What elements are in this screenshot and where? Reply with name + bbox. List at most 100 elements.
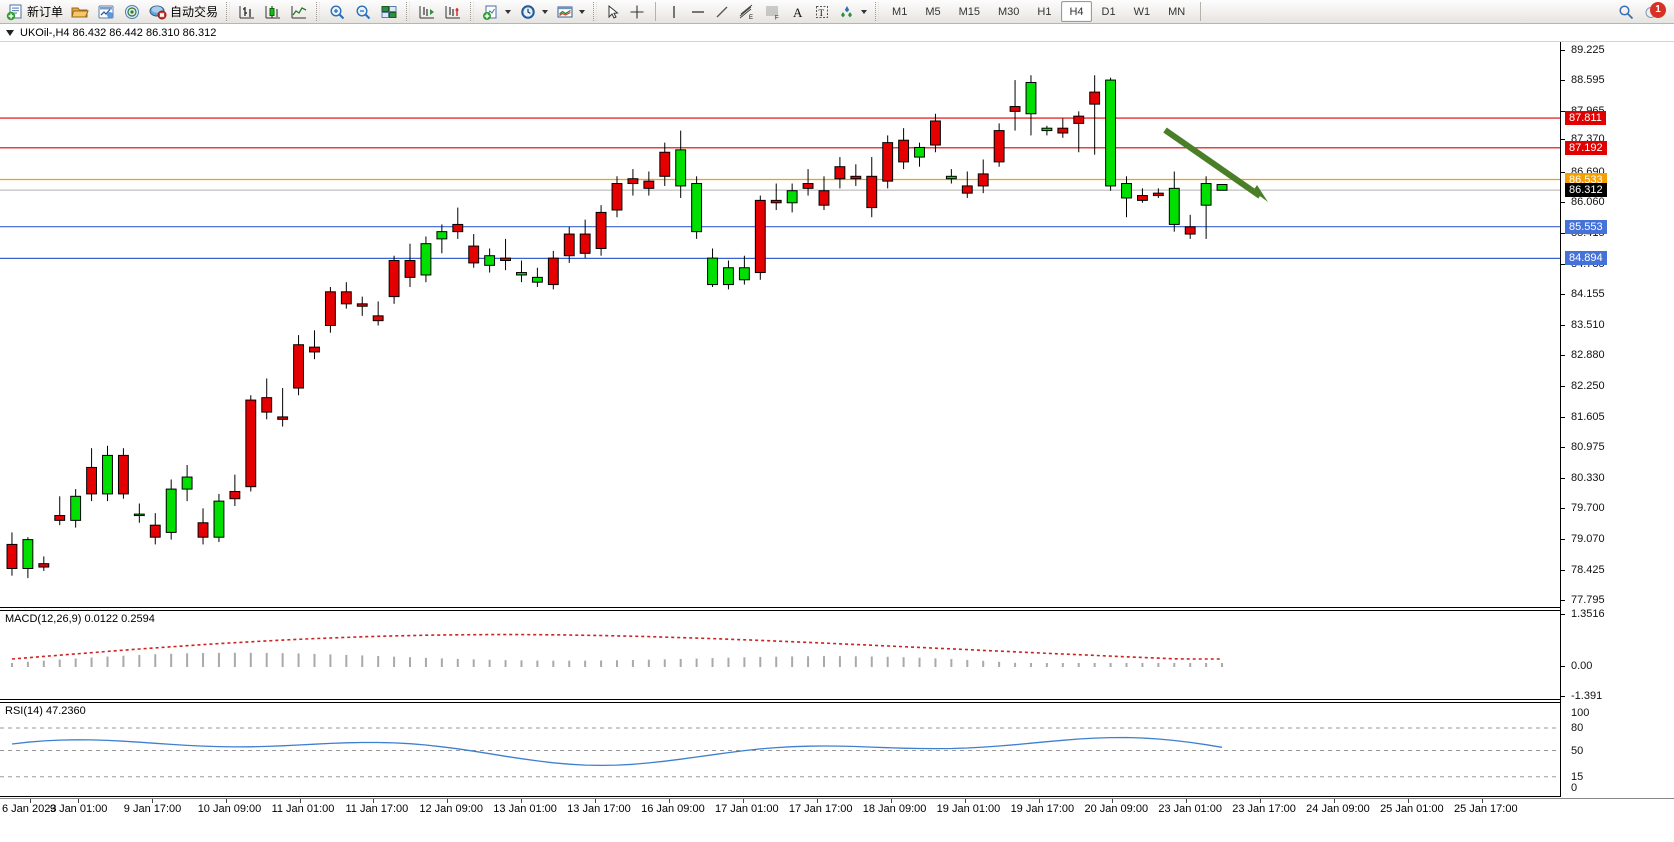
price-tick-mark <box>1561 80 1565 82</box>
text-tool[interactable]: A <box>787 1 809 23</box>
profiles-button[interactable] <box>68 1 92 23</box>
timeframe-m15[interactable]: M15 <box>958 5 980 18</box>
clock-icon <box>519 4 537 20</box>
price-tick-label-88_595: 88.595 <box>1571 74 1605 87</box>
price-chart-svg[interactable] <box>0 42 1560 608</box>
time-axis-label-14: 19 Jan 17:00 <box>1010 803 1075 815</box>
time-axis-tick <box>373 799 375 803</box>
macd-pane[interactable]: MACD(12,26,9) 0.0122 0.2594 <box>0 610 1560 700</box>
chart-menu-chevron-down-icon[interactable] <box>6 29 14 36</box>
timeframe-mn[interactable]: MN <box>1168 5 1186 18</box>
bar-chart-button[interactable] <box>235 1 259 23</box>
time-axis-tick <box>447 799 449 803</box>
time-axis-label-13: 19 Jan 01:00 <box>936 803 1001 815</box>
shapes-tool[interactable] <box>835 1 870 23</box>
crosshair-tool[interactable] <box>626 1 648 23</box>
macd-tick-label-2: -1.391 <box>1571 690 1603 702</box>
market-watch-button[interactable] <box>94 1 118 23</box>
timeframe-h1[interactable]: H1 <box>1037 5 1052 18</box>
macd-chart-svg <box>10 633 1224 667</box>
time-axis-label-20: 25 Jan 17:00 <box>1453 803 1518 815</box>
time-axis-tick <box>1112 799 1114 803</box>
auto-scroll-button[interactable] <box>415 1 439 23</box>
add-indicator-icon <box>482 4 500 20</box>
timeframe-d1[interactable]: D1 <box>1101 5 1116 18</box>
cursor-tool[interactable] <box>602 1 624 23</box>
timeframe-m30[interactable]: M30 <box>998 5 1020 18</box>
time-axis[interactable]: 6 Jan 2023 9 Jan 01:00 9 Jan 17:00 10 Jan 0… <box>0 798 1674 842</box>
add-indicator-button[interactable] <box>479 1 514 23</box>
macd-label: MACD(12,26,9) 0.0122 0.2594 <box>5 613 155 625</box>
search-button[interactable] <box>1614 1 1638 23</box>
auto-trading-button[interactable]: 自动交易 <box>146 1 221 23</box>
time-axis-label-0: 6 Jan 2023 <box>2 803 57 815</box>
price-tick-mark <box>1561 355 1565 357</box>
time-axis-tick <box>742 799 744 803</box>
vertical-line-icon <box>666 4 682 20</box>
price-tick-mark <box>1561 171 1565 173</box>
price-axis[interactable]: 89.22588.59587.96587.37086.69086.06085.4… <box>1560 42 1674 797</box>
resistance-label-87192[interactable]: 87.192 <box>1565 140 1607 155</box>
navigator-icon <box>123 4 141 20</box>
current-price-label[interactable]: 86.312 <box>1565 183 1607 198</box>
chevron-down-icon[interactable] <box>542 9 549 14</box>
resistance-label-87811[interactable]: 87.811 <box>1565 111 1606 126</box>
pivot-label-86533[interactable]: 86.533 <box>1565 172 1607 187</box>
navigator-button[interactable] <box>120 1 144 23</box>
macd-tick-mark <box>1561 614 1565 615</box>
chart-shift-icon <box>444 4 462 20</box>
zoom-in-button[interactable] <box>325 1 349 23</box>
line-chart-icon <box>290 4 308 20</box>
price-tick-label-79_700: 79.700 <box>1571 502 1605 515</box>
search-icon <box>1617 3 1635 21</box>
time-axis-tick <box>151 799 153 803</box>
templates-icon <box>556 4 574 20</box>
price-tick-label-84_155: 84.155 <box>1571 287 1605 300</box>
timeframe-m5[interactable]: M5 <box>925 5 941 18</box>
time-axis-tick <box>1186 799 1188 803</box>
candlestick-chart-button[interactable] <box>261 1 285 23</box>
support-label-84894[interactable]: 84.894 <box>1565 251 1607 266</box>
rsi-pane[interactable]: RSI(14) 47.2360 <box>0 702 1560 797</box>
time-axis-label-3: 10 Jan 09:00 <box>197 803 262 815</box>
trendline-icon <box>714 4 730 20</box>
support-label-85553[interactable]: 85.553 <box>1565 219 1607 234</box>
chart-symbol-info: UKOil-,H4 86.432 86.442 86.310 86.312 <box>20 26 217 39</box>
rsi-tick-label-100: 100 <box>1571 707 1590 719</box>
chart-shift-button[interactable] <box>441 1 465 23</box>
horizontal-line-tool[interactable] <box>687 1 709 23</box>
time-axis-label-2: 9 Jan 17:00 <box>123 803 182 815</box>
price-pane[interactable] <box>0 42 1560 608</box>
fibonacci-tool[interactable]: F <box>761 1 785 23</box>
line-chart-button[interactable] <box>287 1 311 23</box>
auto-scroll-icon <box>418 4 436 20</box>
timeframe-w1[interactable]: W1 <box>1133 5 1151 18</box>
text-label-tool[interactable]: T <box>811 1 833 23</box>
period-separators-button[interactable] <box>516 1 551 23</box>
price-tick-mark <box>1561 385 1565 387</box>
svg-text:A: A <box>793 5 803 20</box>
svg-text:F: F <box>775 15 779 20</box>
chart-area[interactable]: MACD(12,26,9) 0.0122 0.2594 RSI(14) 47.2… <box>0 42 1674 842</box>
timeframe-m1[interactable]: M1 <box>892 5 908 18</box>
new-order-button[interactable]: 新订单 <box>3 1 66 23</box>
notification-button[interactable]: 1 <box>1640 1 1666 23</box>
trendline-tool[interactable] <box>711 1 733 23</box>
time-axis-tick <box>521 799 523 803</box>
time-axis-label-6: 12 Jan 09:00 <box>419 803 483 815</box>
chevron-down-icon[interactable] <box>579 9 586 14</box>
templates-button[interactable] <box>553 1 588 23</box>
timeframe-h4[interactable]: H4 <box>1061 1 1092 22</box>
chevron-down-icon[interactable] <box>505 9 512 14</box>
vertical-line-tool[interactable] <box>663 1 685 23</box>
price-tick-mark <box>1561 325 1565 326</box>
tile-windows-button[interactable] <box>377 1 401 23</box>
chevron-down-icon[interactable] <box>861 9 868 14</box>
equidistant-channel-tool[interactable]: E <box>735 1 759 23</box>
zoom-out-button[interactable] <box>351 1 375 23</box>
rsi-tick-label-50: 50 <box>1571 744 1584 757</box>
rsi-label: RSI(14) 47.2360 <box>5 705 86 717</box>
price-tick-mark <box>1561 600 1565 601</box>
shapes-icon <box>838 4 856 20</box>
price-tick-label-79_070: 79.070 <box>1571 532 1605 545</box>
